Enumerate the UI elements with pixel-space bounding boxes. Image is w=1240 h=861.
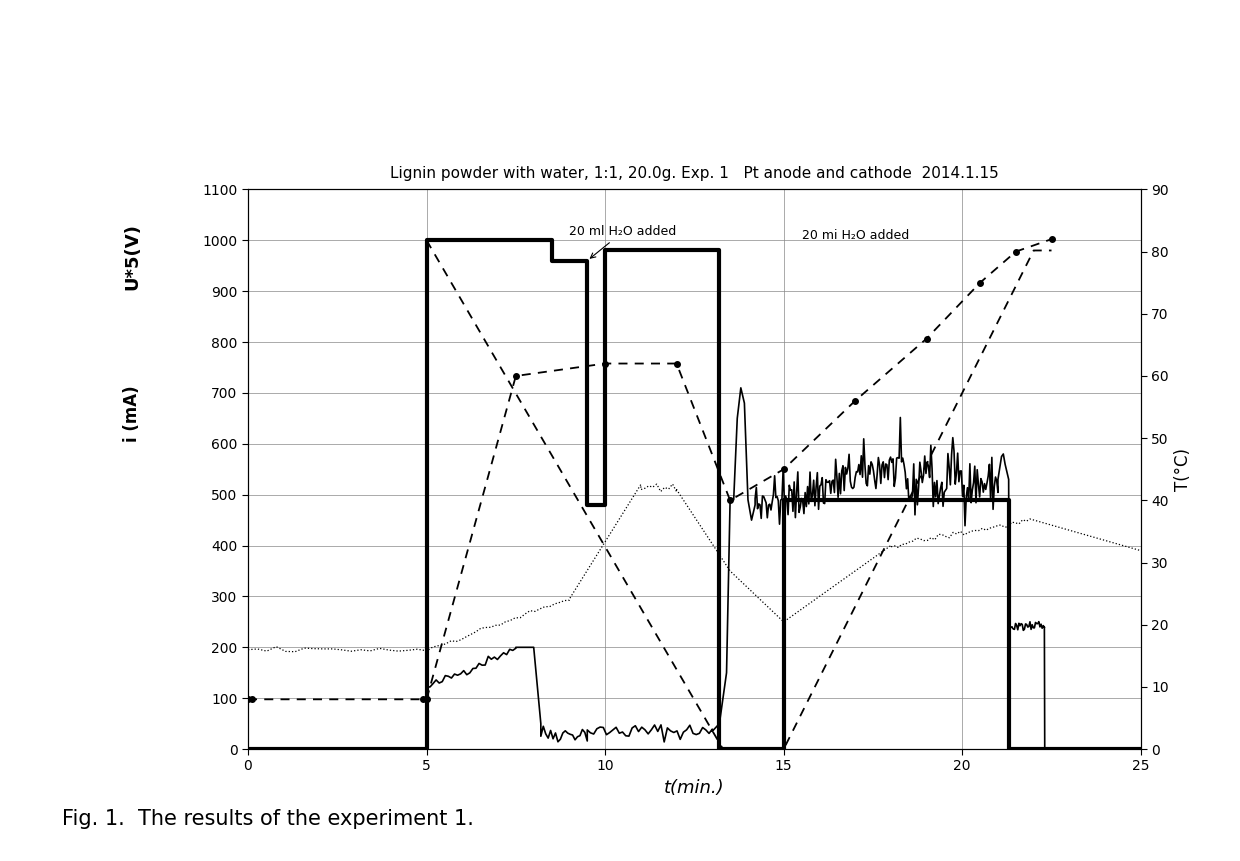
Title: Lignin powder with water, 1:1, 20.0g. Exp. 1   Pt anode and cathode  2014.1.15: Lignin powder with water, 1:1, 20.0g. Ex… [391, 166, 998, 182]
Text: 20 ml H₂O added: 20 ml H₂O added [569, 226, 677, 258]
Text: i (mA): i (mA) [123, 385, 141, 442]
Text: U*5(V): U*5(V) [123, 223, 141, 290]
X-axis label: t(min.): t(min.) [665, 779, 724, 797]
Text: 20 mi H₂O added: 20 mi H₂O added [801, 229, 909, 242]
Y-axis label: T(°C): T(°C) [1174, 448, 1193, 491]
Text: Fig. 1.  The results of the experiment 1.: Fig. 1. The results of the experiment 1. [62, 809, 474, 829]
